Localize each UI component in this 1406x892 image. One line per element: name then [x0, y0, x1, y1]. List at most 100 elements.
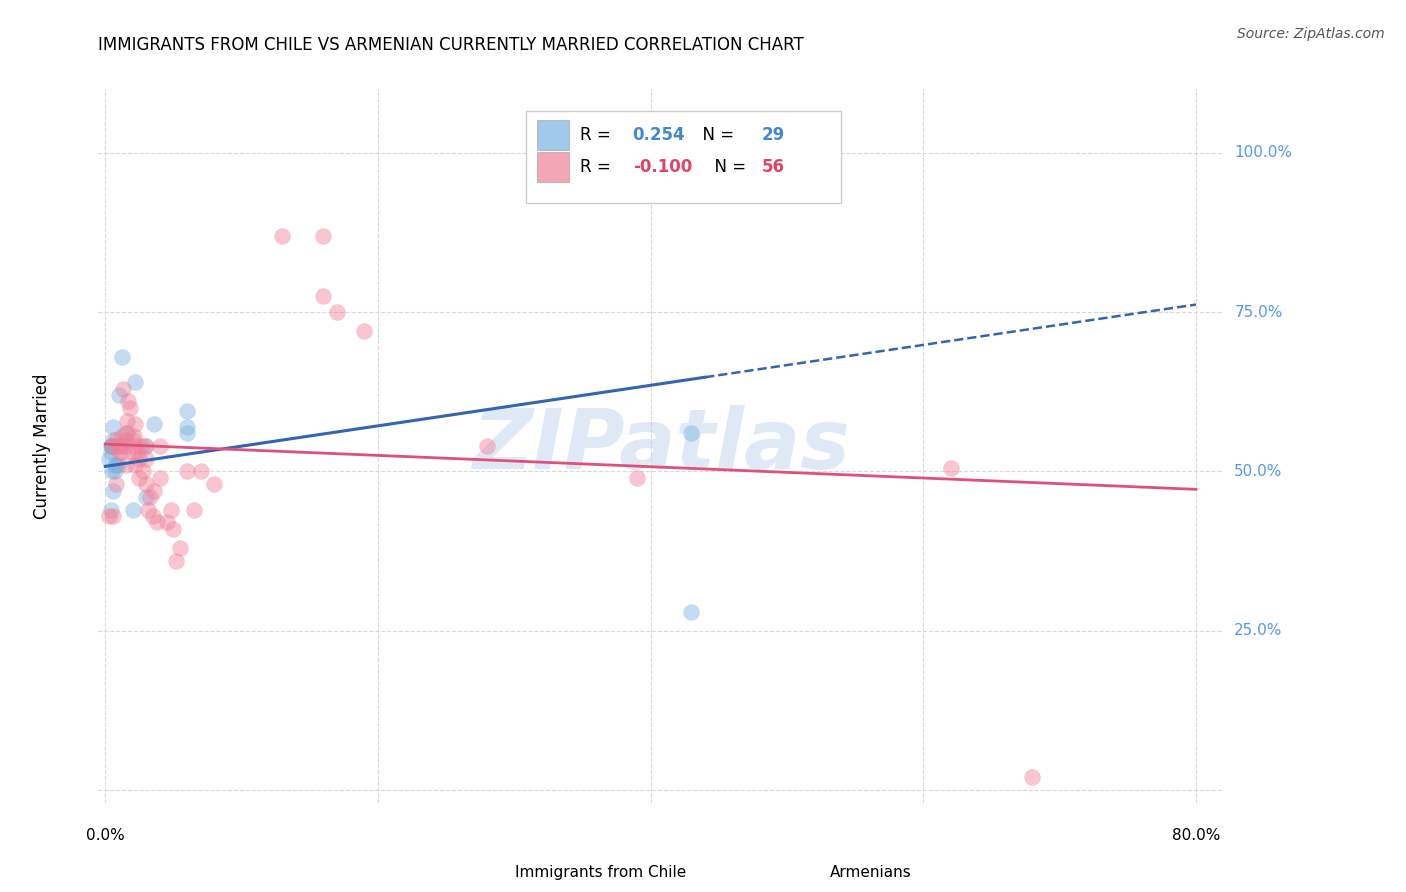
Point [103, 483, 125, 498]
FancyBboxPatch shape [458, 860, 503, 885]
Point [110, 445, 132, 459]
Point [114, 458, 136, 472]
Point [159, 502, 181, 516]
Point [143, 483, 166, 498]
Point [1021, 770, 1043, 784]
Point [115, 413, 138, 427]
Point [326, 305, 349, 319]
Point [108, 439, 131, 453]
Point [155, 516, 177, 530]
Point [128, 451, 150, 466]
Point [312, 228, 335, 243]
Point [124, 376, 146, 390]
Point [103, 420, 125, 434]
Point [176, 465, 198, 479]
Point [112, 439, 135, 453]
Point [100, 439, 122, 453]
Point [132, 465, 155, 479]
Text: 56: 56 [762, 158, 785, 176]
Point [98, 509, 121, 524]
Point [108, 388, 131, 402]
Point [202, 477, 225, 491]
Point [118, 401, 141, 415]
Text: 0.0%: 0.0% [86, 828, 125, 843]
Point [128, 471, 150, 485]
Point [129, 439, 152, 453]
Text: R =: R = [579, 158, 616, 176]
Point [169, 541, 191, 555]
Point [183, 502, 205, 516]
Point [124, 417, 146, 431]
Point [143, 417, 166, 431]
Point [107, 458, 129, 472]
Point [121, 502, 143, 516]
Text: 50.0%: 50.0% [1234, 464, 1282, 479]
Point [105, 458, 128, 472]
Text: 0.254: 0.254 [633, 126, 685, 144]
Point [939, 461, 962, 475]
Point [105, 433, 128, 447]
Point [114, 426, 136, 441]
Point [103, 433, 125, 447]
Point [110, 429, 132, 443]
Point [146, 516, 169, 530]
FancyBboxPatch shape [526, 111, 841, 203]
FancyBboxPatch shape [773, 860, 818, 885]
Text: 80.0%: 80.0% [1171, 828, 1220, 843]
Point [124, 458, 146, 472]
Text: IMMIGRANTS FROM CHILE VS ARMENIAN CURRENTLY MARRIED CORRELATION CHART: IMMIGRANTS FROM CHILE VS ARMENIAN CURREN… [98, 36, 804, 54]
Text: ZIPatlas: ZIPatlas [472, 406, 849, 486]
Point [104, 465, 127, 479]
Point [101, 439, 124, 453]
Point [681, 605, 703, 619]
Point [134, 439, 156, 453]
Point [271, 228, 294, 243]
Point [121, 445, 143, 459]
Point [101, 439, 124, 453]
Point [100, 502, 122, 516]
Point [110, 350, 132, 364]
Point [142, 509, 165, 524]
Text: Currently Married: Currently Married [34, 373, 51, 519]
Point [139, 490, 162, 504]
Point [98, 451, 121, 466]
Point [108, 445, 131, 459]
Point [475, 439, 498, 453]
Point [136, 502, 159, 516]
Point [115, 426, 138, 441]
Point [121, 433, 143, 447]
Point [149, 471, 172, 485]
Text: Source: ZipAtlas.com: Source: ZipAtlas.com [1237, 27, 1385, 41]
Point [104, 458, 127, 472]
Point [135, 451, 157, 466]
Point [149, 439, 172, 453]
Point [101, 439, 124, 453]
Point [125, 445, 148, 459]
Point [100, 445, 122, 459]
Text: Armenians: Armenians [830, 865, 911, 880]
Point [626, 471, 648, 485]
Point [135, 490, 157, 504]
Point [105, 477, 128, 491]
Point [111, 382, 134, 396]
Point [353, 324, 375, 338]
Text: N =: N = [703, 158, 751, 176]
Point [135, 477, 157, 491]
Text: 25.0%: 25.0% [1234, 624, 1282, 639]
Point [176, 426, 198, 441]
Point [101, 439, 124, 453]
Point [114, 433, 136, 447]
Point [681, 426, 703, 441]
FancyBboxPatch shape [537, 120, 568, 150]
Point [124, 439, 146, 453]
Point [103, 509, 125, 524]
Point [162, 522, 184, 536]
Text: 29: 29 [762, 126, 786, 144]
Text: 75.0%: 75.0% [1234, 305, 1282, 319]
Point [101, 465, 124, 479]
Text: R =: R = [579, 126, 616, 144]
Point [135, 439, 157, 453]
Point [176, 420, 198, 434]
Point [122, 429, 145, 443]
Text: Immigrants from Chile: Immigrants from Chile [515, 865, 686, 880]
